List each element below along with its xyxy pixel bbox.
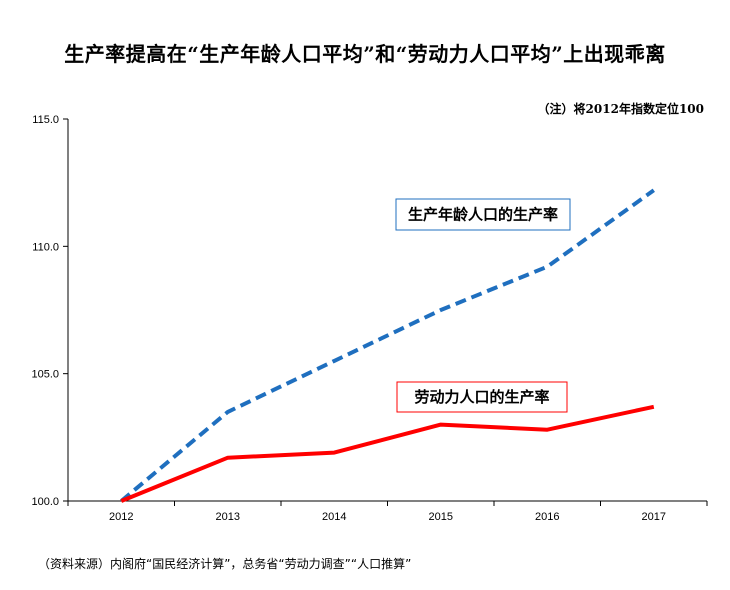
series-label-box (396, 381, 568, 413)
series-label-text: 生产年龄人口的生产率 (408, 206, 558, 224)
axes: 100.0 105.0 110.0 115.0 2012 2013 2014 2015 2016… (31, 114, 708, 523)
y-tick-label: 115.0 (32, 114, 59, 126)
series-label-labor-force: 劳动力人口的生产率 (396, 381, 568, 413)
series-line-labor-force (120, 404, 655, 503)
series-line-working-age (120, 188, 655, 503)
x-tick-label: 2015 (429, 511, 453, 523)
series-label-text: 劳动力人口的生产率 (414, 388, 549, 406)
y-tick-label: 110.0 (32, 241, 59, 253)
y-tick-label: 105.0 (31, 369, 59, 381)
x-tick-label: 2017 (642, 511, 666, 523)
series-label-box (395, 198, 571, 231)
x-tick-label: 2013 (216, 511, 240, 523)
chart-note: （注）将2012年指数定位100 (537, 102, 704, 116)
chart-title: 生产率提高在“生产年龄人口平均”和“劳动力人口平均”上出现乖离 (64, 42, 666, 66)
chart-source: （资料来源）内阁府“国民经济计算”，总务省“劳动力调查”“人口推算” (38, 557, 412, 571)
x-tick-label: 2014 (322, 511, 346, 523)
x-tick-label: 2012 (109, 511, 133, 523)
series-layer (120, 188, 655, 503)
y-tick-label: 100.0 (31, 496, 59, 508)
x-tick-label: 2016 (535, 511, 559, 523)
series-label-working-age: 生产年龄人口的生产率 (395, 198, 571, 231)
